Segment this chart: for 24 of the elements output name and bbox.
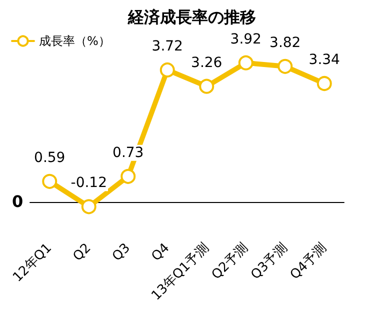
point — [199, 78, 214, 94]
point — [81, 199, 96, 214]
data-label: 3.82 — [270, 34, 301, 51]
data-label: 3.34 — [308, 52, 340, 68]
point — [238, 55, 254, 70]
legend-label: 成長率（%） — [39, 34, 110, 48]
point — [120, 168, 136, 184]
chart-title: 経済成長率の推移 — [127, 8, 256, 26]
point — [316, 76, 332, 91]
x-tick-label: 12年Q1 — [10, 240, 55, 286]
x-tick-label: Q3 — [110, 240, 134, 264]
point — [160, 62, 175, 78]
point — [278, 58, 293, 74]
x-tick-label: Q4 — [149, 240, 173, 264]
data-label: 3.26 — [191, 54, 222, 71]
x-tick-label: Q4予測 — [288, 240, 330, 283]
text: 0 — [12, 192, 24, 211]
data-label: 0.73 — [112, 144, 144, 161]
data-label: 3.92 — [230, 31, 262, 48]
data-label: 3.72 — [152, 38, 183, 54]
point — [42, 174, 58, 189]
data-label: 0.59 — [34, 150, 66, 166]
x-tick-label: Q2 — [70, 240, 94, 264]
data-label: -0.12 — [70, 175, 107, 192]
